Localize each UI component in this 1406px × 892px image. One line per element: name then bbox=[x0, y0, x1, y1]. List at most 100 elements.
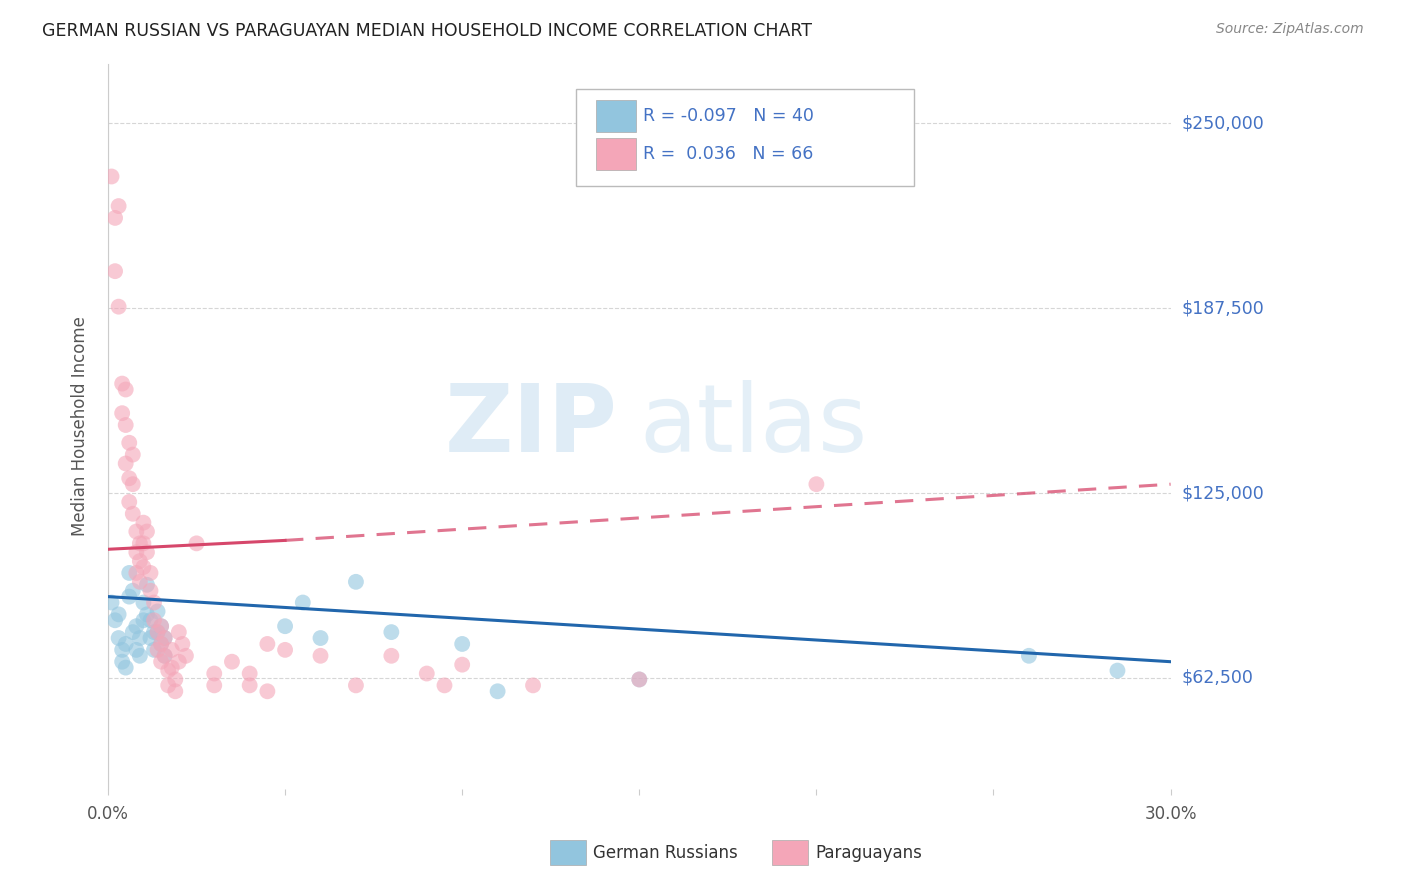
Point bbox=[806, 477, 828, 491]
Point bbox=[107, 300, 129, 314]
Point bbox=[114, 417, 136, 432]
Point bbox=[309, 631, 332, 645]
Point bbox=[100, 595, 122, 609]
Point bbox=[143, 643, 166, 657]
Point bbox=[104, 211, 127, 225]
Point bbox=[114, 637, 136, 651]
Point bbox=[132, 560, 155, 574]
Point bbox=[153, 648, 176, 663]
Point bbox=[256, 684, 278, 698]
Point bbox=[118, 590, 141, 604]
Point bbox=[118, 471, 141, 485]
Point bbox=[165, 684, 187, 698]
Point bbox=[160, 660, 183, 674]
Point bbox=[125, 524, 148, 539]
Point bbox=[172, 637, 194, 651]
Point bbox=[433, 678, 456, 692]
Point bbox=[380, 625, 402, 640]
Point bbox=[165, 673, 187, 687]
Point bbox=[125, 545, 148, 559]
Point bbox=[107, 199, 129, 213]
Point bbox=[128, 648, 150, 663]
Point bbox=[150, 655, 173, 669]
Point bbox=[114, 457, 136, 471]
Text: GERMAN RUSSIAN VS PARAGUAYAN MEDIAN HOUSEHOLD INCOME CORRELATION CHART: GERMAN RUSSIAN VS PARAGUAYAN MEDIAN HOUS… bbox=[42, 22, 813, 40]
Point bbox=[291, 595, 314, 609]
Point bbox=[1107, 664, 1129, 678]
Point bbox=[132, 516, 155, 530]
Point bbox=[202, 678, 225, 692]
Text: ZIP: ZIP bbox=[446, 381, 619, 473]
Point bbox=[186, 536, 208, 550]
Point bbox=[111, 655, 134, 669]
Point bbox=[118, 495, 141, 509]
Point bbox=[136, 545, 159, 559]
Point bbox=[128, 536, 150, 550]
Point bbox=[121, 448, 143, 462]
Text: atlas: atlas bbox=[640, 381, 868, 473]
Point bbox=[150, 637, 173, 651]
Y-axis label: Median Household Income: Median Household Income bbox=[72, 317, 89, 536]
Text: $187,500: $187,500 bbox=[1181, 299, 1264, 318]
Point bbox=[239, 678, 262, 692]
Point bbox=[150, 619, 173, 633]
Text: Paraguayans: Paraguayans bbox=[815, 844, 922, 862]
Point bbox=[136, 578, 159, 592]
Point bbox=[628, 673, 651, 687]
Point bbox=[146, 625, 169, 640]
Point bbox=[111, 406, 134, 420]
Point bbox=[309, 648, 332, 663]
Point bbox=[157, 678, 180, 692]
Point bbox=[150, 619, 173, 633]
Point bbox=[104, 264, 127, 278]
Point bbox=[100, 169, 122, 184]
Text: $125,000: $125,000 bbox=[1181, 484, 1264, 502]
Point bbox=[202, 666, 225, 681]
Point bbox=[125, 643, 148, 657]
Point bbox=[114, 383, 136, 397]
Point bbox=[107, 631, 129, 645]
Point bbox=[136, 524, 159, 539]
Point bbox=[146, 604, 169, 618]
Point bbox=[628, 673, 651, 687]
Point bbox=[125, 566, 148, 580]
Point bbox=[380, 648, 402, 663]
Text: R =  0.036   N = 66: R = 0.036 N = 66 bbox=[643, 145, 813, 163]
Point bbox=[146, 625, 169, 640]
Text: $62,500: $62,500 bbox=[1181, 669, 1254, 687]
Point bbox=[153, 631, 176, 645]
Point bbox=[128, 574, 150, 589]
Point bbox=[146, 643, 169, 657]
Point bbox=[132, 613, 155, 627]
Point bbox=[128, 554, 150, 568]
Text: German Russians: German Russians bbox=[593, 844, 738, 862]
Point bbox=[104, 613, 127, 627]
Text: 30.0%: 30.0% bbox=[1144, 805, 1197, 823]
Point bbox=[111, 643, 134, 657]
Point bbox=[344, 678, 367, 692]
Point bbox=[121, 625, 143, 640]
Point bbox=[139, 583, 162, 598]
Text: 0.0%: 0.0% bbox=[87, 805, 129, 823]
Point bbox=[107, 607, 129, 622]
Point bbox=[125, 619, 148, 633]
Point bbox=[157, 664, 180, 678]
Point bbox=[160, 643, 183, 657]
Point bbox=[139, 566, 162, 580]
Point bbox=[118, 435, 141, 450]
Point bbox=[128, 631, 150, 645]
Point bbox=[451, 657, 474, 672]
Point bbox=[416, 666, 439, 681]
Point bbox=[136, 607, 159, 622]
Point bbox=[132, 595, 155, 609]
Point bbox=[522, 678, 544, 692]
Point bbox=[114, 660, 136, 674]
Point bbox=[111, 376, 134, 391]
Text: Source: ZipAtlas.com: Source: ZipAtlas.com bbox=[1216, 22, 1364, 37]
Point bbox=[256, 637, 278, 651]
Point bbox=[167, 655, 190, 669]
Point bbox=[118, 566, 141, 580]
Point bbox=[139, 613, 162, 627]
Point bbox=[1018, 648, 1040, 663]
Point bbox=[486, 684, 509, 698]
